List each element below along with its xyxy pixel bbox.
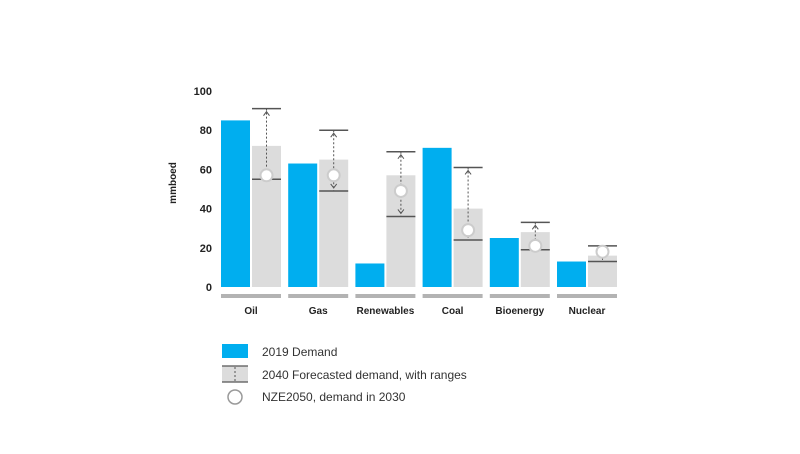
category-baseline	[288, 294, 349, 298]
nze2050-marker	[259, 168, 274, 183]
range-arrow-up	[330, 132, 338, 138]
category-label: Nuclear	[569, 306, 606, 317]
range-arrow-down	[330, 183, 338, 189]
y-tick-label: 0	[206, 282, 212, 294]
bar-2040-forecast	[588, 255, 617, 287]
y-tick-label: 60	[200, 164, 212, 176]
y-axis-title: mmboed	[168, 162, 179, 204]
category-labels: Oil Gas Renewables Coal Bioenergy Nuclear	[244, 306, 605, 317]
bar-2040-forecast	[453, 208, 483, 287]
legend-label-2019: 2019 Demand	[262, 345, 337, 359]
bars-layer	[221, 107, 617, 288]
y-tick-label: 40	[200, 204, 212, 216]
range-arrow-up	[263, 110, 270, 116]
range-arrow-down	[397, 209, 405, 215]
nze2050-marker	[326, 168, 341, 183]
nze2050-marker	[528, 238, 543, 253]
category-label: Renewables	[356, 306, 414, 317]
y-axis-ticks: 0 20 40 60 80 100	[194, 86, 212, 294]
range-arrow-up	[464, 169, 472, 175]
category-baseline	[557, 294, 617, 298]
legend-label-2040: 2040 Forecasted demand, with ranges	[262, 368, 467, 382]
legend: 2019 Demand 2040 Forecasted demand, with …	[222, 344, 467, 405]
category-baseline	[489, 294, 550, 298]
category-label: Oil	[244, 306, 258, 317]
bar-2019-demand	[422, 147, 452, 287]
range-arrow-up	[397, 153, 405, 160]
category-label: Bioenergy	[495, 306, 544, 317]
category-baseline	[221, 294, 281, 298]
bar-2019-demand	[557, 261, 586, 287]
range-arrow-up	[531, 224, 539, 230]
bar-2019-demand	[221, 120, 250, 288]
category-baselines	[221, 294, 617, 298]
bar-2040-forecast	[252, 145, 281, 287]
category-baseline	[355, 294, 416, 298]
nze2050-marker	[595, 244, 610, 259]
y-tick-label: 20	[200, 243, 212, 255]
legend-swatch-nze2050	[227, 389, 243, 405]
bar-2019-demand	[288, 163, 318, 287]
y-tick-label: 100	[194, 86, 212, 98]
category-baseline	[422, 294, 483, 298]
category-label: Gas	[309, 306, 328, 317]
bar-2019-demand	[355, 263, 385, 287]
legend-swatch-2019	[222, 344, 248, 358]
nze2050-marker	[393, 183, 408, 198]
bar-2019-demand	[489, 238, 519, 287]
legend-swatch-2040	[222, 366, 248, 382]
y-tick-label: 80	[200, 125, 212, 137]
nze2050-marker	[461, 223, 476, 238]
category-label: Coal	[442, 306, 464, 317]
legend-label-nze2050: NZE2050, demand in 2030	[262, 390, 406, 404]
